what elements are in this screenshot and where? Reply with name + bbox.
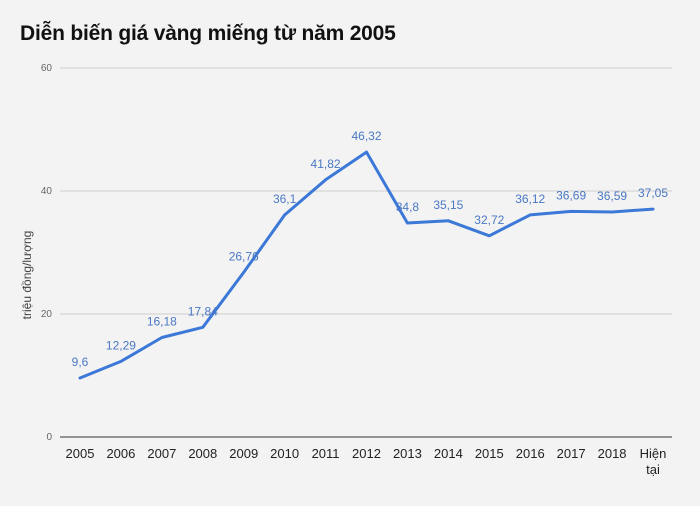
data-label: 32,72 <box>474 213 504 227</box>
y-tick-label: 40 <box>41 186 53 197</box>
x-tick-label: 2013 <box>393 446 422 461</box>
data-label: 41,82 <box>311 157 341 171</box>
data-label: 26,76 <box>229 249 259 263</box>
y-tick-label: 20 <box>41 309 53 320</box>
chart-title: Diễn biến giá vàng miếng từ năm 2005 <box>20 22 396 45</box>
data-label: 17,84 <box>188 304 218 318</box>
data-label: 36,1 <box>273 192 297 206</box>
data-labels: 9,6 12,29 16,18 17,84 26,76 36,1 41,82 46,32 34,… <box>72 129 669 369</box>
x-tick-label: 2008 <box>188 446 217 461</box>
x-tick-label: 2018 <box>598 446 627 461</box>
data-label: 9,6 <box>72 355 89 369</box>
data-label: 36,69 <box>556 188 586 202</box>
x-tick-label: Hiện tại <box>640 446 667 477</box>
y-axis-label: triệu đồng/lượng <box>20 231 34 320</box>
x-tick-label: 2012 <box>352 446 381 461</box>
data-label: 37,05 <box>638 186 668 200</box>
x-tick-label: 2015 <box>475 446 504 461</box>
data-label: 16,18 <box>147 314 177 328</box>
x-tick-label: 2014 <box>434 446 463 461</box>
series-line <box>78 150 655 380</box>
x-tick-label: 2010 <box>270 446 299 461</box>
data-label: 35,15 <box>433 198 463 212</box>
gridlines <box>60 67 672 438</box>
y-tick-label: 60 <box>41 63 53 74</box>
x-tick-label: 2016 <box>516 446 545 461</box>
data-label: 12,29 <box>106 338 136 352</box>
x-tick-label: 2005 <box>66 446 95 461</box>
y-axis-ticks: 0 20 40 60 <box>41 63 53 443</box>
data-label: 36,12 <box>515 192 545 206</box>
x-tick-label: 2009 <box>229 446 258 461</box>
data-label: 36,59 <box>597 189 627 203</box>
x-tick-label: 2011 <box>312 446 340 461</box>
y-tick-label: 0 <box>46 432 52 443</box>
x-tick-label: 2006 <box>106 446 135 461</box>
x-tick-label: 2017 <box>557 446 586 461</box>
x-tick-label: 2007 <box>147 446 176 461</box>
x-axis-ticks: 2005 2006 2007 2008 2009 2010 2011 2012 2013 2014… <box>66 446 667 477</box>
data-label: 46,32 <box>351 129 381 143</box>
series-line-group <box>78 150 655 380</box>
data-label: 34,8 <box>396 200 420 214</box>
